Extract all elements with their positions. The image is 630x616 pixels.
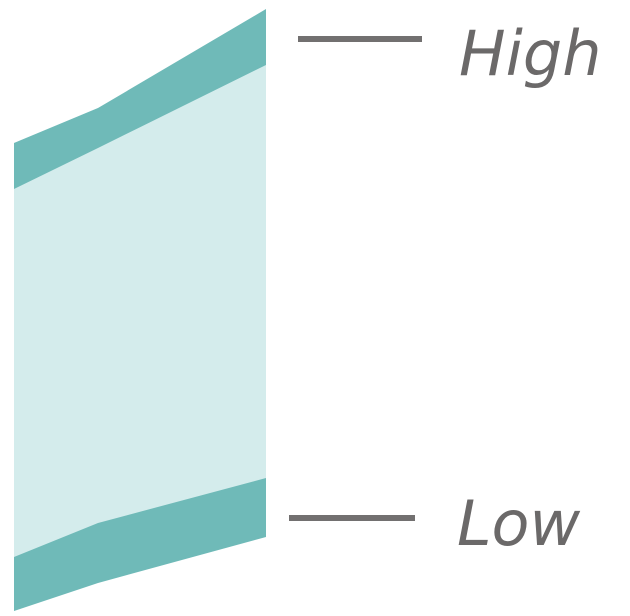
high-label: High [459, 17, 602, 90]
low-label: Low [457, 487, 581, 560]
low-edge-strip [14, 478, 266, 611]
range-band [14, 25, 266, 611]
high-edge-strip [14, 9, 266, 189]
